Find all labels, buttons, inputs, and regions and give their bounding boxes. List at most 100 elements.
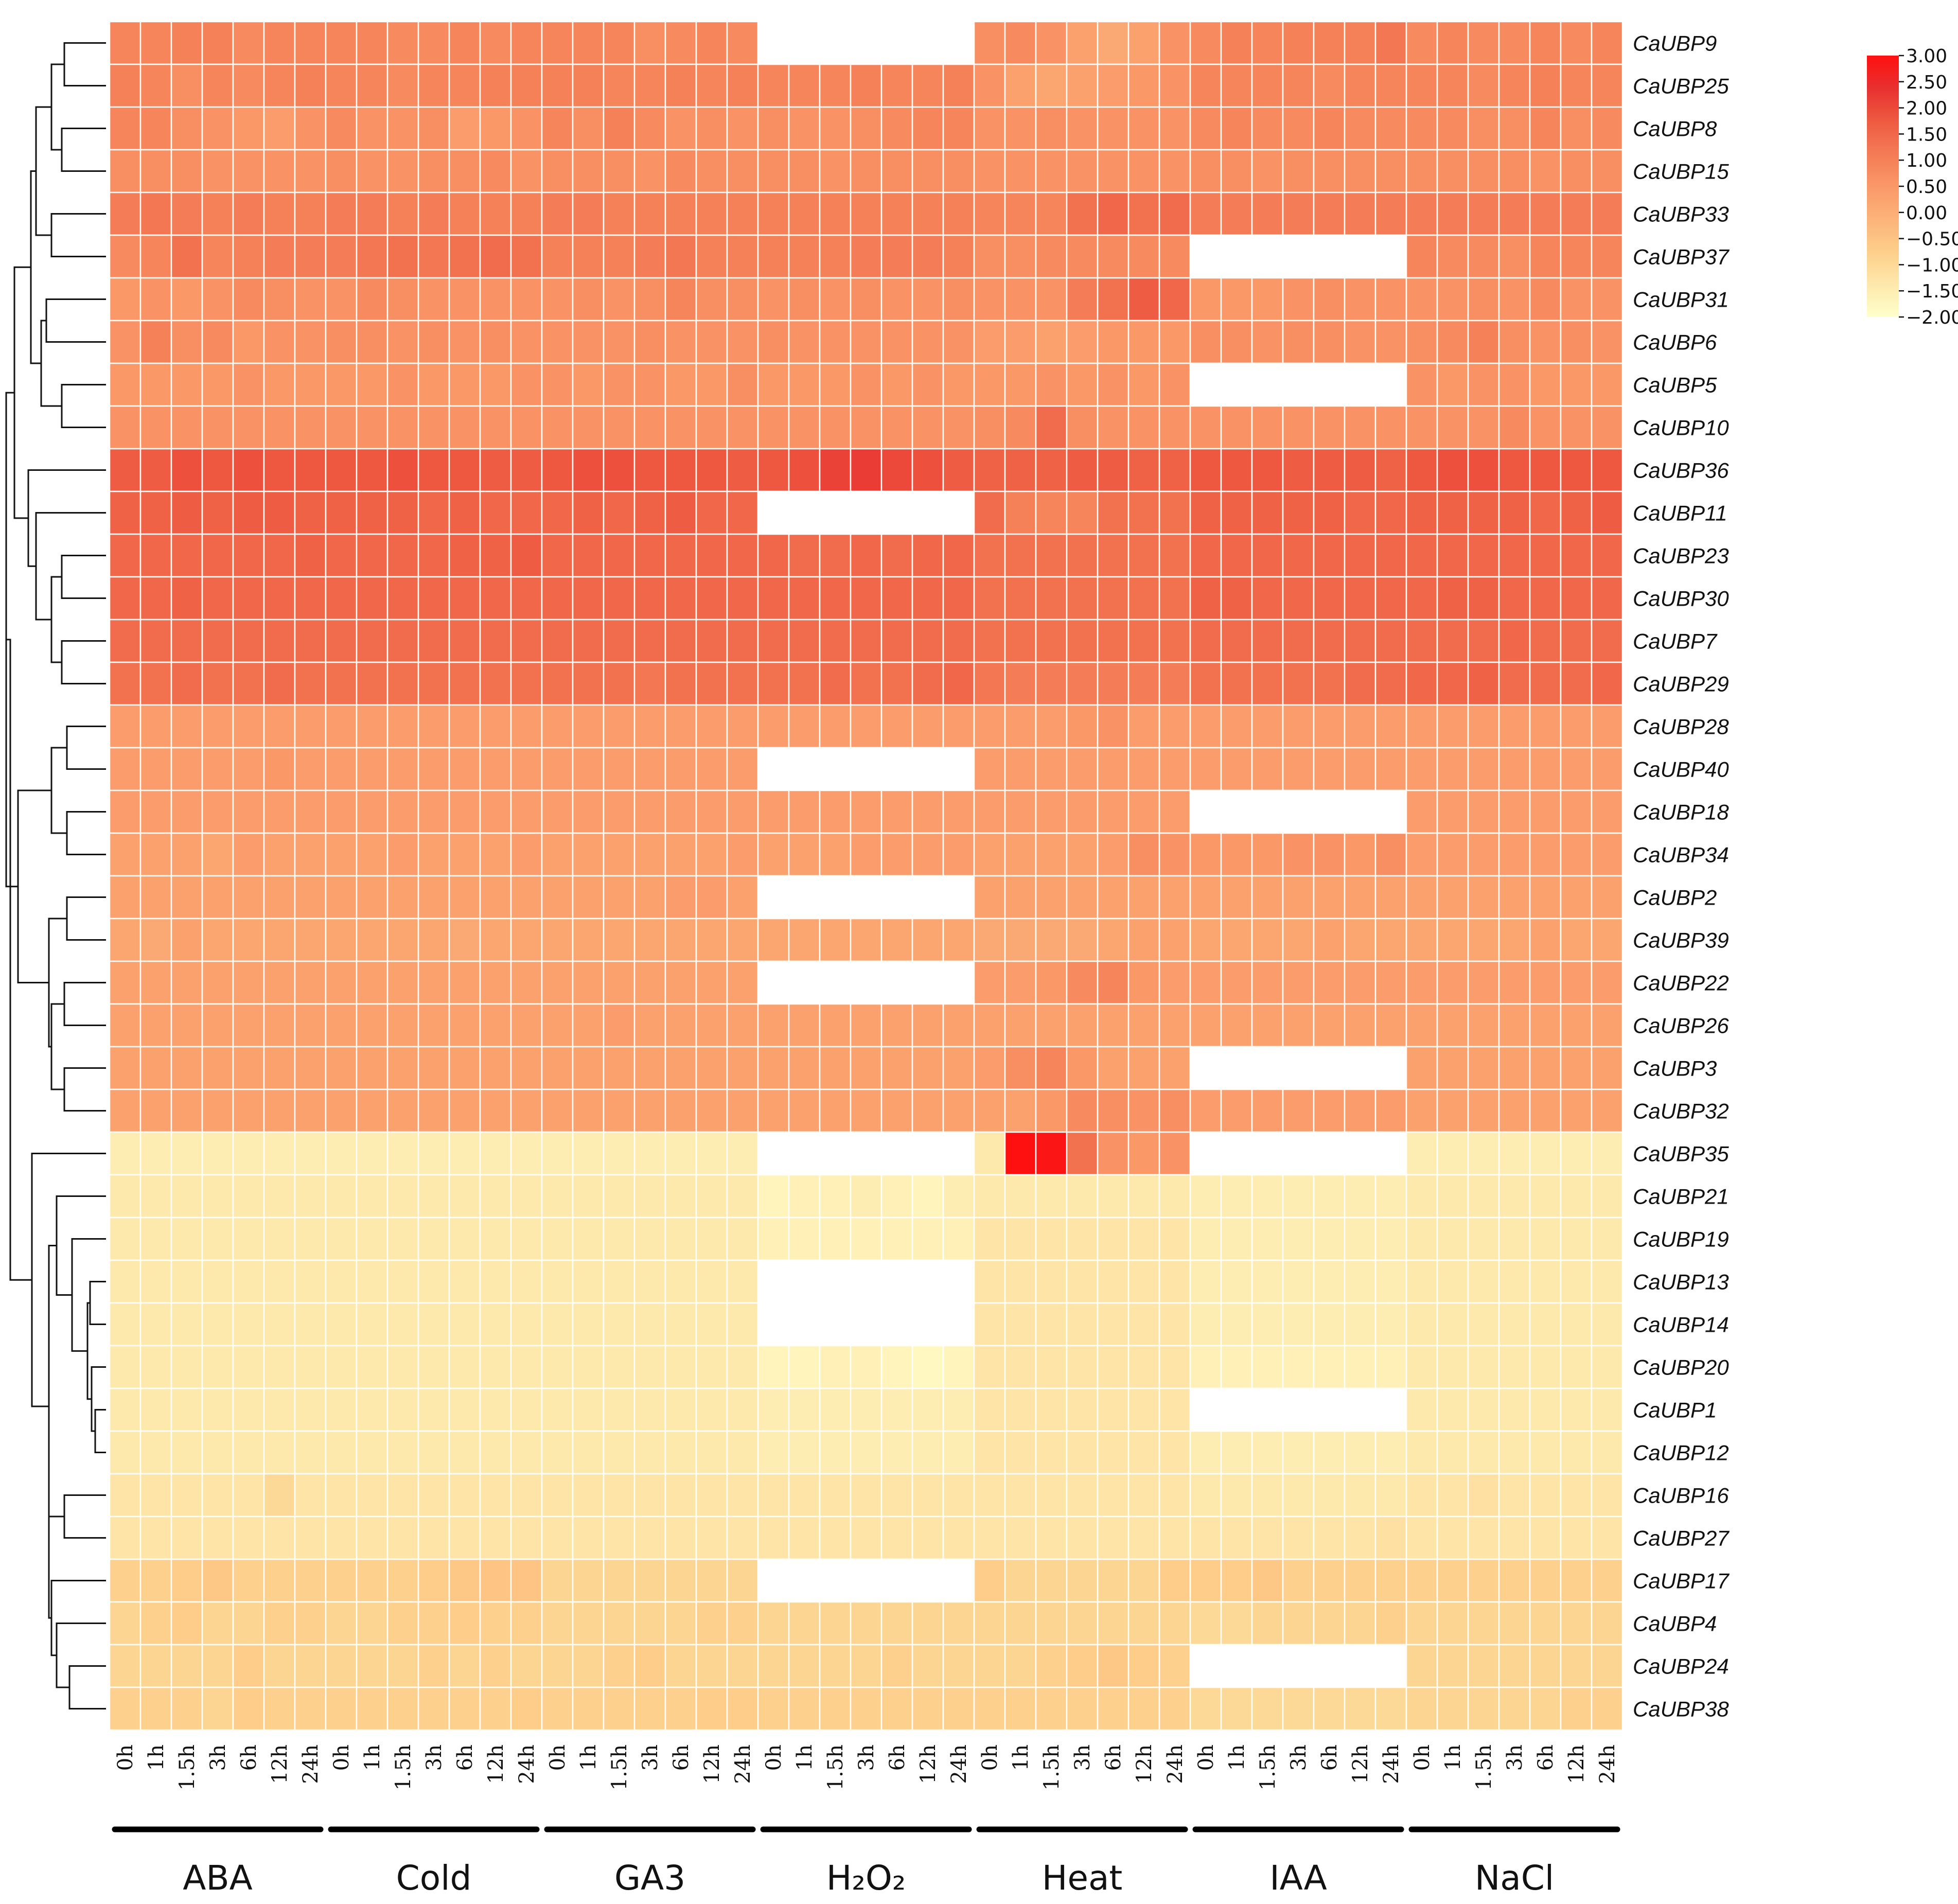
heatmap-cell	[1282, 490, 1315, 535]
heatmap-cell	[757, 1686, 790, 1731]
heatmap-cell	[170, 21, 203, 65]
heatmap-cell	[139, 576, 172, 621]
heatmap-cell	[448, 1515, 481, 1560]
column-label: 3h	[422, 1744, 446, 1771]
heatmap-cell	[664, 619, 697, 663]
heatmap-cell	[726, 149, 759, 193]
column-label: 12h	[268, 1744, 292, 1784]
heatmap-cell	[1282, 362, 1315, 407]
row-label: CaUBP22	[1633, 971, 1729, 995]
heatmap-cell	[726, 533, 759, 578]
heatmap-cell	[664, 789, 697, 834]
heatmap-cell	[417, 1473, 450, 1518]
heatmap-cell	[1436, 1686, 1469, 1731]
heatmap-cell	[819, 1259, 852, 1304]
heatmap-cell	[664, 405, 697, 450]
heatmap-cell	[850, 960, 883, 1005]
heatmap-cell	[510, 619, 543, 663]
heatmap-cell	[1313, 1003, 1346, 1048]
heatmap-cell	[1127, 149, 1160, 193]
heatmap-cell	[109, 1174, 142, 1219]
heatmap-cell	[973, 1387, 1006, 1432]
heatmap-cell	[510, 704, 543, 749]
heatmap-cell	[603, 106, 636, 151]
heatmap-cell	[1066, 661, 1099, 706]
row-label: CaUBP33	[1633, 202, 1729, 226]
heatmap-cell	[1282, 277, 1315, 322]
heatmap-cell	[633, 106, 666, 151]
heatmap-cell	[1035, 1387, 1068, 1432]
heatmap-cell	[788, 1345, 821, 1389]
heatmap-cell	[479, 1430, 512, 1475]
heatmap-cell	[726, 21, 759, 65]
heatmap-cell	[1560, 21, 1593, 65]
heatmap-cell	[757, 918, 790, 962]
heatmap-cell	[1374, 789, 1407, 834]
heatmap-cell	[819, 149, 852, 193]
heatmap-cell	[1189, 490, 1222, 535]
heatmap-cell	[1591, 21, 1624, 65]
heatmap-cell	[1405, 1259, 1438, 1304]
heatmap-cell	[1158, 1430, 1191, 1475]
heatmap-cell	[448, 619, 481, 663]
heatmap-cell	[1467, 1302, 1500, 1347]
heatmap-cell	[603, 234, 636, 279]
heatmap-cell	[1158, 1302, 1191, 1347]
heatmap-cell	[664, 1644, 697, 1688]
heatmap-cell	[356, 1558, 389, 1603]
heatmap-cell	[1374, 1046, 1407, 1090]
heatmap-cell	[1004, 747, 1037, 791]
heatmap-cell	[633, 576, 666, 621]
heatmap-cell	[325, 1430, 358, 1475]
heatmap-cell	[726, 619, 759, 663]
heatmap-cell	[1127, 704, 1160, 749]
heatmap-cell	[1004, 1644, 1037, 1688]
heatmap-cell	[942, 576, 975, 621]
heatmap-cell	[1405, 1302, 1438, 1347]
heatmap-cell	[356, 1601, 389, 1646]
heatmap-cell	[1529, 63, 1562, 108]
heatmap-cell	[1066, 1644, 1099, 1688]
heatmap-cell	[1498, 1345, 1531, 1389]
heatmap-cell	[1374, 106, 1407, 151]
heatmap-cell	[664, 1174, 697, 1219]
heatmap-cell	[448, 1259, 481, 1304]
heatmap-cell	[603, 277, 636, 322]
heatmap-cell	[1467, 63, 1500, 108]
heatmap-cell	[1282, 1515, 1315, 1560]
heatmap-cell	[232, 918, 265, 962]
column-label: 12h	[1565, 1744, 1589, 1784]
heatmap-cell	[263, 1515, 296, 1560]
heatmap-cell	[139, 918, 172, 962]
heatmap-cell	[973, 362, 1006, 407]
heatmap-cell	[572, 704, 605, 749]
heatmap-cell	[1282, 1644, 1315, 1688]
heatmap-cell	[726, 747, 759, 791]
heatmap-cell	[1127, 918, 1160, 962]
heatmap-cell	[263, 106, 296, 151]
heatmap-cell	[788, 1003, 821, 1048]
heatmap-cell	[479, 320, 512, 364]
heatmap-cell	[541, 149, 574, 193]
heatmap-cell	[942, 747, 975, 791]
heatmap-cell	[633, 832, 666, 877]
heatmap-cell	[603, 320, 636, 364]
heatmap-cell	[448, 704, 481, 749]
heatmap-cell	[1066, 106, 1099, 151]
heatmap-cell	[819, 533, 852, 578]
heatmap-cell	[1344, 576, 1377, 621]
heatmap-cell	[572, 1131, 605, 1176]
heatmap-cell	[479, 362, 512, 407]
heatmap-cell	[788, 191, 821, 236]
heatmap-cell	[417, 704, 450, 749]
heatmap-cell	[1282, 1601, 1315, 1646]
heatmap-cell	[510, 277, 543, 322]
heatmap-cell	[170, 1046, 203, 1090]
heatmap-cell	[1405, 1515, 1438, 1560]
heatmap-cell	[386, 1088, 419, 1133]
heatmap-cell	[757, 1174, 790, 1219]
heatmap-cell	[942, 1345, 975, 1389]
row-label: CaUBP18	[1633, 800, 1729, 824]
heatmap-cell	[139, 1558, 172, 1603]
heatmap-cell	[1344, 448, 1377, 492]
